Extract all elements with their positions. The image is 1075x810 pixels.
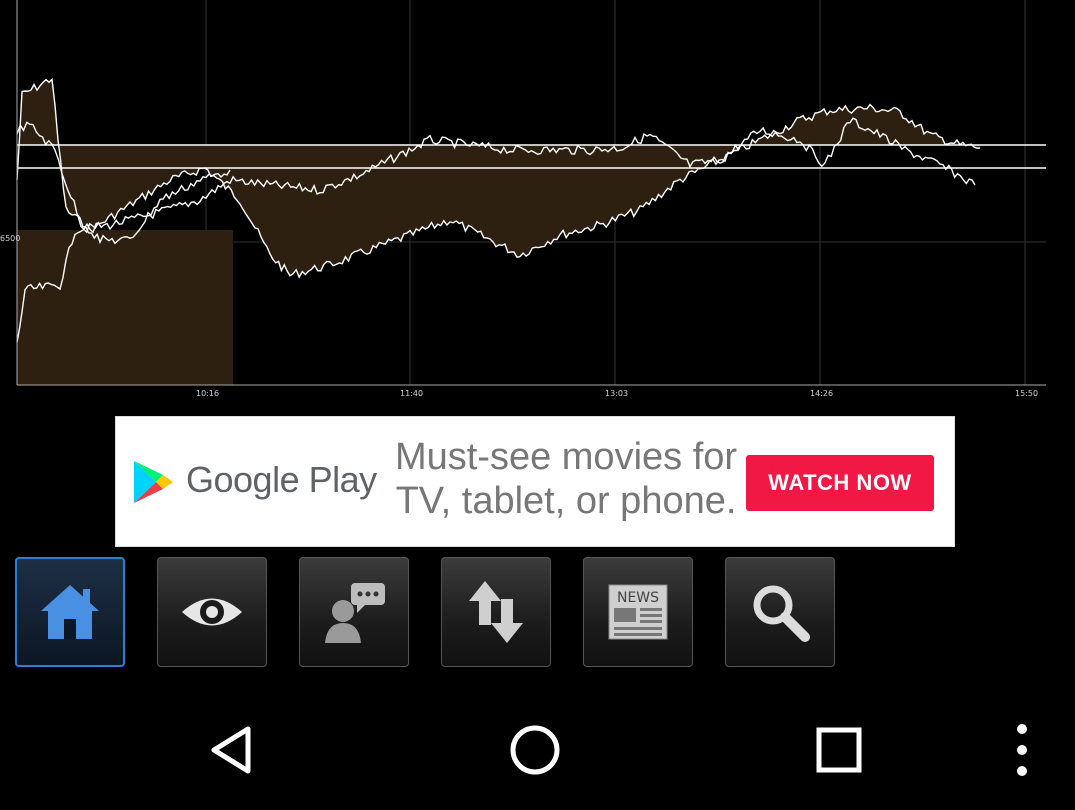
x-tick-label: 11:40 <box>400 389 423 398</box>
x-tick-label: 15:50 <box>1015 389 1038 398</box>
overflow-menu-icon <box>1017 724 1027 776</box>
home-button[interactable] <box>15 557 125 667</box>
nav-home-button[interactable] <box>495 720 575 780</box>
x-tick-label: 14:26 <box>810 389 833 398</box>
search-icon <box>753 585 810 642</box>
up-down-arrows-icon <box>469 581 523 643</box>
nav-back-button[interactable] <box>193 720 273 780</box>
recents-icon <box>816 727 862 773</box>
search-button[interactable] <box>725 557 835 667</box>
y-tick-label: 6500 <box>0 234 20 243</box>
trade-button[interactable] <box>441 557 551 667</box>
back-icon <box>211 726 251 774</box>
series-line-3 <box>16 121 231 245</box>
google-play-ad-banner[interactable]: Google Play Must-see movies for TV, tabl… <box>115 416 955 547</box>
ad-headline: Must-see movies for TV, tablet, or phone… <box>386 435 746 523</box>
nav-overflow-menu-button[interactable] <box>982 720 1062 780</box>
x-tick-label: 10:16 <box>196 389 219 398</box>
fill-area-upper <box>17 79 980 278</box>
chat-button[interactable] <box>299 557 409 667</box>
x-tick-label: 13:03 <box>605 389 628 398</box>
watch-now-button[interactable]: WATCH NOW <box>746 455 934 511</box>
series-line-1 <box>16 77 981 279</box>
news-icon-label: NEWS <box>617 590 659 606</box>
home-icon <box>41 585 99 639</box>
eye-icon <box>182 598 242 626</box>
chart-series <box>16 77 981 343</box>
chart-fill-area <box>17 79 980 385</box>
ad-brand: Google Play <box>186 459 377 500</box>
fill-area-lower <box>17 230 233 385</box>
ad-headline-line-2: TV, tablet, or phone. <box>395 480 737 522</box>
google-play-logo-icon <box>134 461 173 503</box>
home-circle-icon <box>510 725 560 775</box>
chat-icon <box>325 583 385 643</box>
news-button[interactable]: NEWS <box>583 557 693 667</box>
android-navigation-bar <box>0 690 1075 810</box>
ad-headline-line-1: Must-see movies for <box>394 436 738 478</box>
nav-recents-button[interactable] <box>799 720 879 780</box>
watchlist-button[interactable] <box>157 557 267 667</box>
series-line-2 <box>16 117 976 343</box>
news-icon: NEWS <box>608 584 668 640</box>
price-chart[interactable]: 6500 10:16 11:40 13:03 14:26 15:50 <box>0 0 1075 400</box>
